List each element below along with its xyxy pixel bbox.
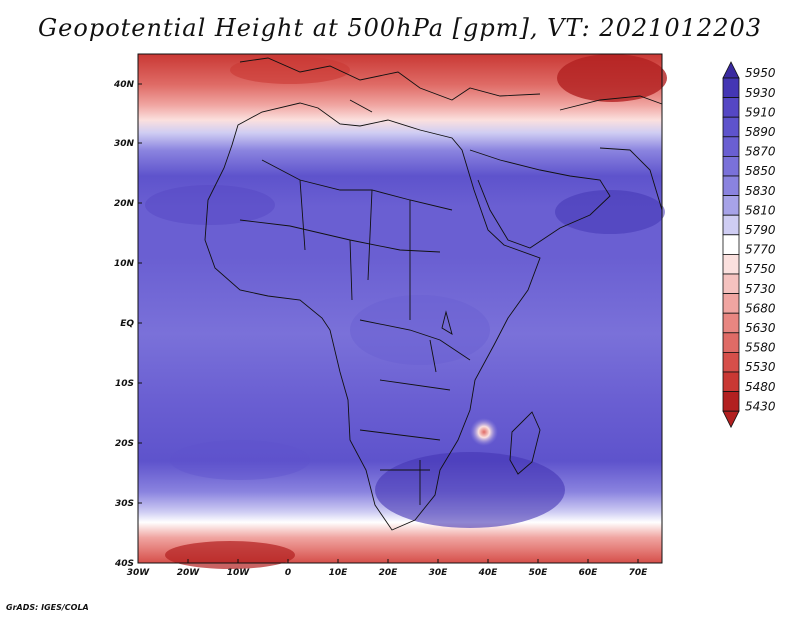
colorbar-swatch <box>722 234 740 255</box>
colorbar-level-label: 5930 <box>745 86 776 100</box>
colorbar-level-label: 5810 <box>745 203 776 217</box>
colorbar-swatch <box>722 351 740 373</box>
colorbar-level-label: 5530 <box>745 360 776 374</box>
colorbar-swatch <box>722 136 740 157</box>
lat-tick-label: 30N <box>114 139 135 149</box>
lat-tick-label: 30S <box>115 499 134 509</box>
lon-tick-label: 70E <box>629 568 649 578</box>
lon-tick-label: 10W <box>227 568 251 578</box>
height-field <box>138 54 667 569</box>
lon-tick-label: 20W <box>177 568 201 578</box>
lon-tick-label: 0 <box>285 568 291 578</box>
colorbar-bottom-arrow <box>722 410 740 429</box>
lon-tick-label: 30E <box>429 568 449 578</box>
lat-tick-label: EQ <box>120 319 134 329</box>
lat-tick-label: 10N <box>114 259 135 269</box>
colorbar-swatch <box>722 371 740 393</box>
map-title: Geopotential Height at 500hPa [gpm], VT:… <box>38 14 762 42</box>
colorbar-level-label: 5950 <box>745 66 776 80</box>
colorbar-swatch <box>722 195 740 216</box>
colorbar-level-label: 5850 <box>745 164 776 178</box>
colorbar-swatch <box>722 175 740 197</box>
lon-tick-label: 50E <box>529 568 549 578</box>
colorbar-level-label: 5750 <box>745 262 776 276</box>
colorbar-swatch <box>722 97 740 118</box>
colorbar-swatch <box>722 391 740 412</box>
latitude-axis: 40N 30N 20N 10N EQ 10S 20S 30S 40S <box>113 80 142 569</box>
colorbar-level-label: 5890 <box>745 125 776 139</box>
lon-tick-label: 60E <box>579 568 599 578</box>
lat-tick-label: 10S <box>115 379 134 389</box>
colorbar-level-label: 5910 <box>745 105 776 119</box>
credit-label: GrADS: IGES/COLA <box>6 603 89 612</box>
map-frame <box>137 53 663 564</box>
colorbar-swatch <box>722 77 740 99</box>
lon-tick-label: 10E <box>329 568 349 578</box>
colorbar: 5950 5930 5910 5890 5870 5850 5830 5810 5790 5770… <box>722 61 776 429</box>
colorbar-level-label: 5580 <box>745 341 776 355</box>
colorbar-swatch <box>722 293 740 314</box>
colorbar-level-label: 5480 <box>745 380 776 394</box>
colorbar-level-label: 5680 <box>745 301 776 315</box>
colorbar-swatch <box>722 273 740 295</box>
colorbar-top-arrow <box>722 61 740 79</box>
colorbar-swatch <box>722 116 740 138</box>
lat-tick-label: 40N <box>113 80 135 90</box>
colorbar-level-label: 5770 <box>745 243 776 257</box>
colorbar-level-label: 5630 <box>745 321 776 335</box>
colorbar-swatch <box>722 312 740 334</box>
lon-tick-label: 20E <box>379 568 399 578</box>
colorbar-level-label: 5870 <box>745 145 776 159</box>
colorbar-level-label: 5830 <box>745 184 776 198</box>
colorbar-swatch <box>722 214 740 236</box>
lat-tick-label: 20N <box>114 199 135 209</box>
lat-tick-label: 20S <box>115 439 134 449</box>
colorbar-swatch <box>722 332 740 353</box>
colorbar-level-label: 5430 <box>745 399 776 413</box>
colorbar-level-label: 5790 <box>745 223 776 237</box>
colorbar-swatch <box>722 155 740 177</box>
lon-tick-label: 40E <box>478 568 499 578</box>
longitude-axis: 30W 20W 10W 0 10E 20E 30E 40E 50E 60E 70E <box>127 559 648 578</box>
lat-tick-label: 40S <box>114 559 134 569</box>
colorbar-swatch <box>722 253 740 275</box>
lon-tick-label: 30W <box>127 568 151 578</box>
colorbar-level-label: 5730 <box>745 282 776 296</box>
